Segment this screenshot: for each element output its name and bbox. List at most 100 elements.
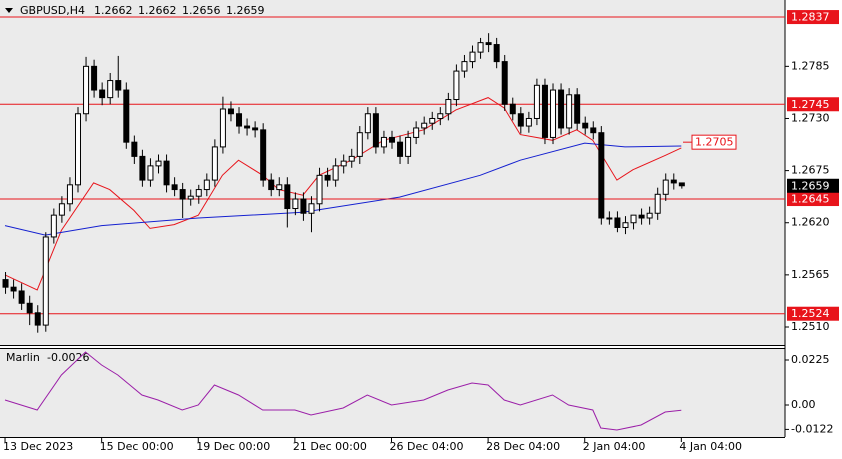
price-label-box — [787, 178, 839, 193]
candle-body — [429, 117, 436, 124]
ma-label-box — [691, 134, 737, 150]
candle-body — [541, 84, 548, 138]
y-tick-label: -0.0122 — [791, 422, 833, 435]
candle-body — [445, 99, 452, 115]
level-label: 1.2837 — [791, 11, 830, 24]
candle-body — [163, 160, 170, 186]
x-tick-label: 15 Dec 00:00 — [100, 440, 174, 453]
candle-body — [179, 189, 186, 200]
candle-body — [244, 125, 251, 129]
candle-body — [614, 217, 621, 228]
candle-body — [58, 203, 65, 216]
level-label: 1.2524 — [791, 307, 830, 320]
candle-body — [34, 312, 41, 326]
x-tick-label: 21 Dec 00:00 — [293, 440, 367, 453]
candle-body — [107, 80, 114, 99]
indicator-panel — [0, 348, 785, 437]
candle-body — [678, 182, 685, 187]
candle-body — [590, 127, 597, 134]
header-low: 1.2656 — [182, 4, 221, 17]
candle-body — [670, 179, 677, 184]
candle-body — [50, 214, 57, 238]
candle-body — [227, 108, 234, 115]
indicator-line — [4, 351, 682, 431]
ma-label: 1.2705 — [695, 136, 734, 149]
price-label: 1.2659 — [791, 179, 830, 192]
candle-body — [348, 155, 355, 162]
y-tick-label: 1.2565 — [791, 268, 830, 281]
indicator-value: -0.0026 — [47, 351, 89, 364]
candle-body — [622, 222, 629, 228]
candle-body — [74, 113, 81, 186]
candle-body — [236, 113, 243, 127]
x-tick-label: 26 Dec 04:00 — [389, 440, 463, 453]
candle-body — [388, 136, 395, 143]
x-tick-label: 4 Jan 04:00 — [679, 440, 742, 453]
header-close: 1.2659 — [226, 4, 265, 17]
candle-body — [582, 122, 589, 129]
candle-body — [453, 70, 460, 101]
candle-body — [284, 184, 291, 210]
candle-body — [525, 117, 532, 127]
candle-body — [550, 89, 557, 138]
level-label-box — [787, 10, 839, 25]
candle-body — [405, 136, 412, 157]
candle-body — [517, 113, 524, 127]
x-tick-label: 13 Dec 2023 — [3, 440, 73, 453]
candle-body — [501, 61, 508, 105]
candle-body — [356, 132, 363, 157]
candle-body — [268, 179, 275, 191]
candle-body — [437, 113, 444, 119]
candle-body — [219, 108, 226, 148]
candle-body — [10, 286, 17, 292]
x-tick-label: 2 Jan 04:00 — [583, 440, 646, 453]
candle-body — [131, 141, 138, 157]
level-label: 1.2645 — [791, 193, 830, 206]
candle-body — [469, 51, 476, 63]
candle-body — [83, 65, 90, 115]
candle-body — [123, 89, 130, 143]
main-panel — [0, 0, 785, 345]
candle-body — [509, 103, 516, 115]
y-tick-label: 1.2510 — [791, 320, 830, 333]
candle-body — [292, 198, 299, 210]
candle-body — [42, 236, 49, 326]
candle-body — [276, 184, 283, 191]
candle-body — [485, 42, 492, 46]
candle-body — [155, 160, 162, 167]
candle-body — [413, 127, 420, 138]
candle-body — [171, 184, 178, 191]
candle-body — [421, 122, 428, 129]
candle-body — [211, 146, 218, 181]
level-label: 1.2745 — [791, 98, 830, 111]
y-tick-label: 1.2785 — [791, 59, 830, 72]
candle-body — [300, 198, 307, 214]
candle-body — [364, 113, 371, 134]
candle-body — [260, 129, 267, 181]
header-open: 1.2662 — [94, 4, 133, 17]
candle-body — [66, 184, 73, 205]
level-label-box — [787, 306, 839, 321]
candle-body — [662, 179, 669, 195]
candle-body — [332, 165, 339, 181]
candle-body — [646, 212, 653, 219]
candle-body — [187, 195, 194, 200]
candle-body — [252, 127, 259, 131]
candle-body — [380, 136, 387, 148]
candle-body — [139, 155, 146, 181]
y-tick-label: 1.2675 — [791, 164, 830, 177]
candle-body — [461, 61, 468, 72]
y-tick-label: 1.2730 — [791, 111, 830, 124]
y-tick-label: 0.0225 — [791, 353, 830, 366]
candle-body — [195, 189, 202, 197]
x-tick-label: 19 Dec 00:00 — [196, 440, 270, 453]
candle-body — [203, 179, 210, 191]
level-label-box — [787, 192, 839, 207]
candle-body — [558, 89, 565, 129]
candle-body — [574, 94, 581, 124]
candle-body — [477, 42, 484, 53]
collapse-icon[interactable] — [5, 8, 13, 13]
candle-body — [598, 132, 605, 219]
candle-body — [115, 80, 122, 91]
